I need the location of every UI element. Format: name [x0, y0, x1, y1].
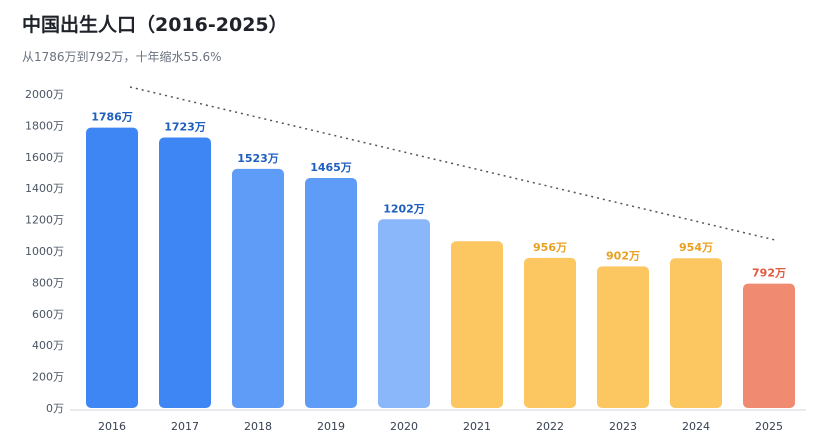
y-tick-label: 400万	[32, 339, 64, 352]
chart-title: 中国出生人口（2016-2025）	[22, 14, 288, 36]
x-tick-label: 2023	[609, 420, 637, 433]
data-label-2022: 956万	[533, 241, 567, 254]
x-tick-label: 2018	[244, 420, 272, 433]
data-label-2025: 792万	[752, 267, 786, 280]
x-tick-label: 2017	[171, 420, 199, 433]
x-tick-label: 2020	[390, 420, 418, 433]
bar-2018	[232, 168, 284, 408]
data-label-2020: 1202万	[383, 202, 425, 215]
bar-2019	[305, 177, 357, 408]
y-tick-label: 1800万	[25, 119, 64, 132]
y-tick-label: 1600万	[25, 151, 64, 164]
data-label-2018: 1523万	[237, 152, 279, 165]
y-tick-label: 1000万	[25, 245, 64, 258]
data-label-2024: 954万	[679, 241, 713, 254]
y-axis-ticks: 0万 200万 400万 600万 800万 1000万 1200万 1400万 1600万 18…	[25, 88, 64, 415]
bar-2024	[670, 258, 722, 408]
x-tick-label: 2025	[755, 420, 783, 433]
y-tick-label: 800万	[32, 276, 64, 289]
x-tick-label: 2022	[536, 420, 564, 433]
bar-2022	[524, 257, 576, 408]
data-label-2016: 1786万	[91, 111, 133, 124]
bar-2020	[378, 219, 430, 408]
y-tick-label: 0万	[46, 402, 64, 415]
bars	[86, 127, 795, 409]
bar-2016	[86, 127, 138, 409]
trend-line	[129, 86, 776, 241]
data-label-2017: 1723万	[164, 120, 206, 133]
y-tick-label: 1400万	[25, 182, 64, 195]
x-axis-ticks: 2016 2017 2018 2019 2020 2021 2022 2023 2024 2025	[98, 420, 783, 433]
y-tick-label: 1200万	[25, 214, 64, 227]
y-tick-label: 2000万	[25, 88, 64, 101]
y-tick-label: 600万	[32, 308, 64, 321]
data-label-2023: 902万	[606, 249, 640, 262]
x-tick-label: 2016	[98, 420, 126, 433]
x-tick-label: 2021	[463, 420, 491, 433]
data-labels: 1786万 1723万 1523万 1465万 1202万 956万 902万 954万 792…	[91, 111, 786, 280]
chart-subtitle: 从1786万到792万，十年缩水55.6%	[22, 50, 222, 64]
y-tick-label: 200万	[32, 371, 64, 384]
bar-2025	[743, 283, 795, 408]
x-tick-label: 2019	[317, 420, 345, 433]
bar-2021	[451, 241, 503, 408]
bar-2017	[159, 137, 211, 408]
bar-2023	[597, 266, 649, 408]
x-tick-label: 2024	[682, 420, 710, 433]
data-label-2019: 1465万	[310, 161, 352, 174]
